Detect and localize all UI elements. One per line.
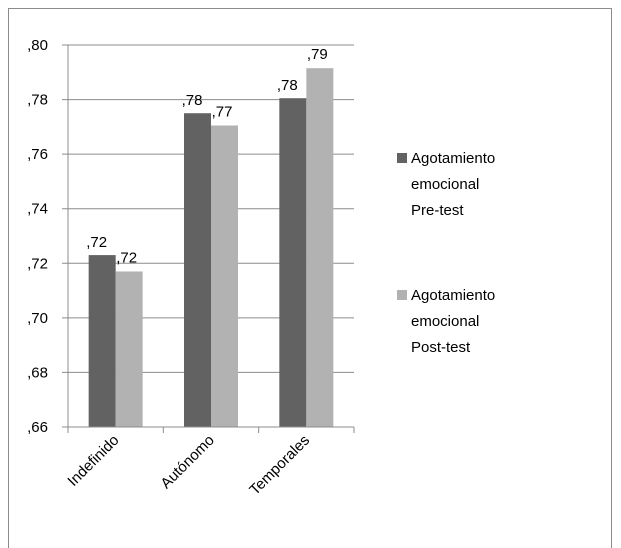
x-tick-label: Temporales <box>246 432 313 499</box>
bar-indefinido-series-2 <box>115 271 143 427</box>
y-tick-label: ,72 <box>27 255 48 272</box>
legend: Agotamiento emocional Pre-test Agotamiento e… <box>397 150 495 356</box>
y-tick-label: ,78 <box>27 92 48 109</box>
data-label: ,77 <box>212 103 233 120</box>
y-tick-label: ,74 <box>27 201 48 218</box>
legend-label: emocional <box>411 176 479 193</box>
y-tick-label: ,70 <box>27 310 48 327</box>
data-label: ,72 <box>116 249 137 266</box>
legend-swatch <box>397 153 407 163</box>
data-label: ,72 <box>86 234 107 251</box>
legend-swatch <box>397 290 407 300</box>
bar-temporales-series-2 <box>306 68 334 427</box>
chart-frame <box>8 8 612 548</box>
legend-label: Agotamiento <box>411 150 495 167</box>
legend-label: Post-test <box>411 339 471 356</box>
x-tick-label: Autónomo <box>157 432 217 492</box>
y-axis: ,66 ,68 ,70 ,72 ,74 ,76 ,78 ,80 <box>27 37 69 436</box>
data-label: ,79 <box>307 46 328 63</box>
x-tick-label: Indefinido <box>64 432 122 490</box>
data-labels: ,72 ,72 ,78 ,77 ,78 ,79 <box>86 46 328 266</box>
y-tick-label: ,76 <box>27 146 48 163</box>
bar-autónomo-series-1 <box>184 113 211 427</box>
x-axis: Indefinido Autónomo Temporales <box>64 426 355 499</box>
y-tick-label: ,80 <box>27 37 48 54</box>
bar-temporales-series-1 <box>279 98 307 427</box>
bars <box>88 68 334 427</box>
y-tick-label: ,66 <box>27 419 48 436</box>
legend-label: emocional <box>411 313 479 330</box>
data-label: ,78 <box>277 77 298 94</box>
bar-autónomo-series-2 <box>211 125 238 427</box>
legend-label: Pre-test <box>411 202 464 219</box>
bar-indefinido-series-1 <box>88 255 116 427</box>
legend-label: Agotamiento <box>411 287 495 304</box>
y-tick-label: ,68 <box>27 364 48 381</box>
data-label: ,78 <box>182 92 203 109</box>
